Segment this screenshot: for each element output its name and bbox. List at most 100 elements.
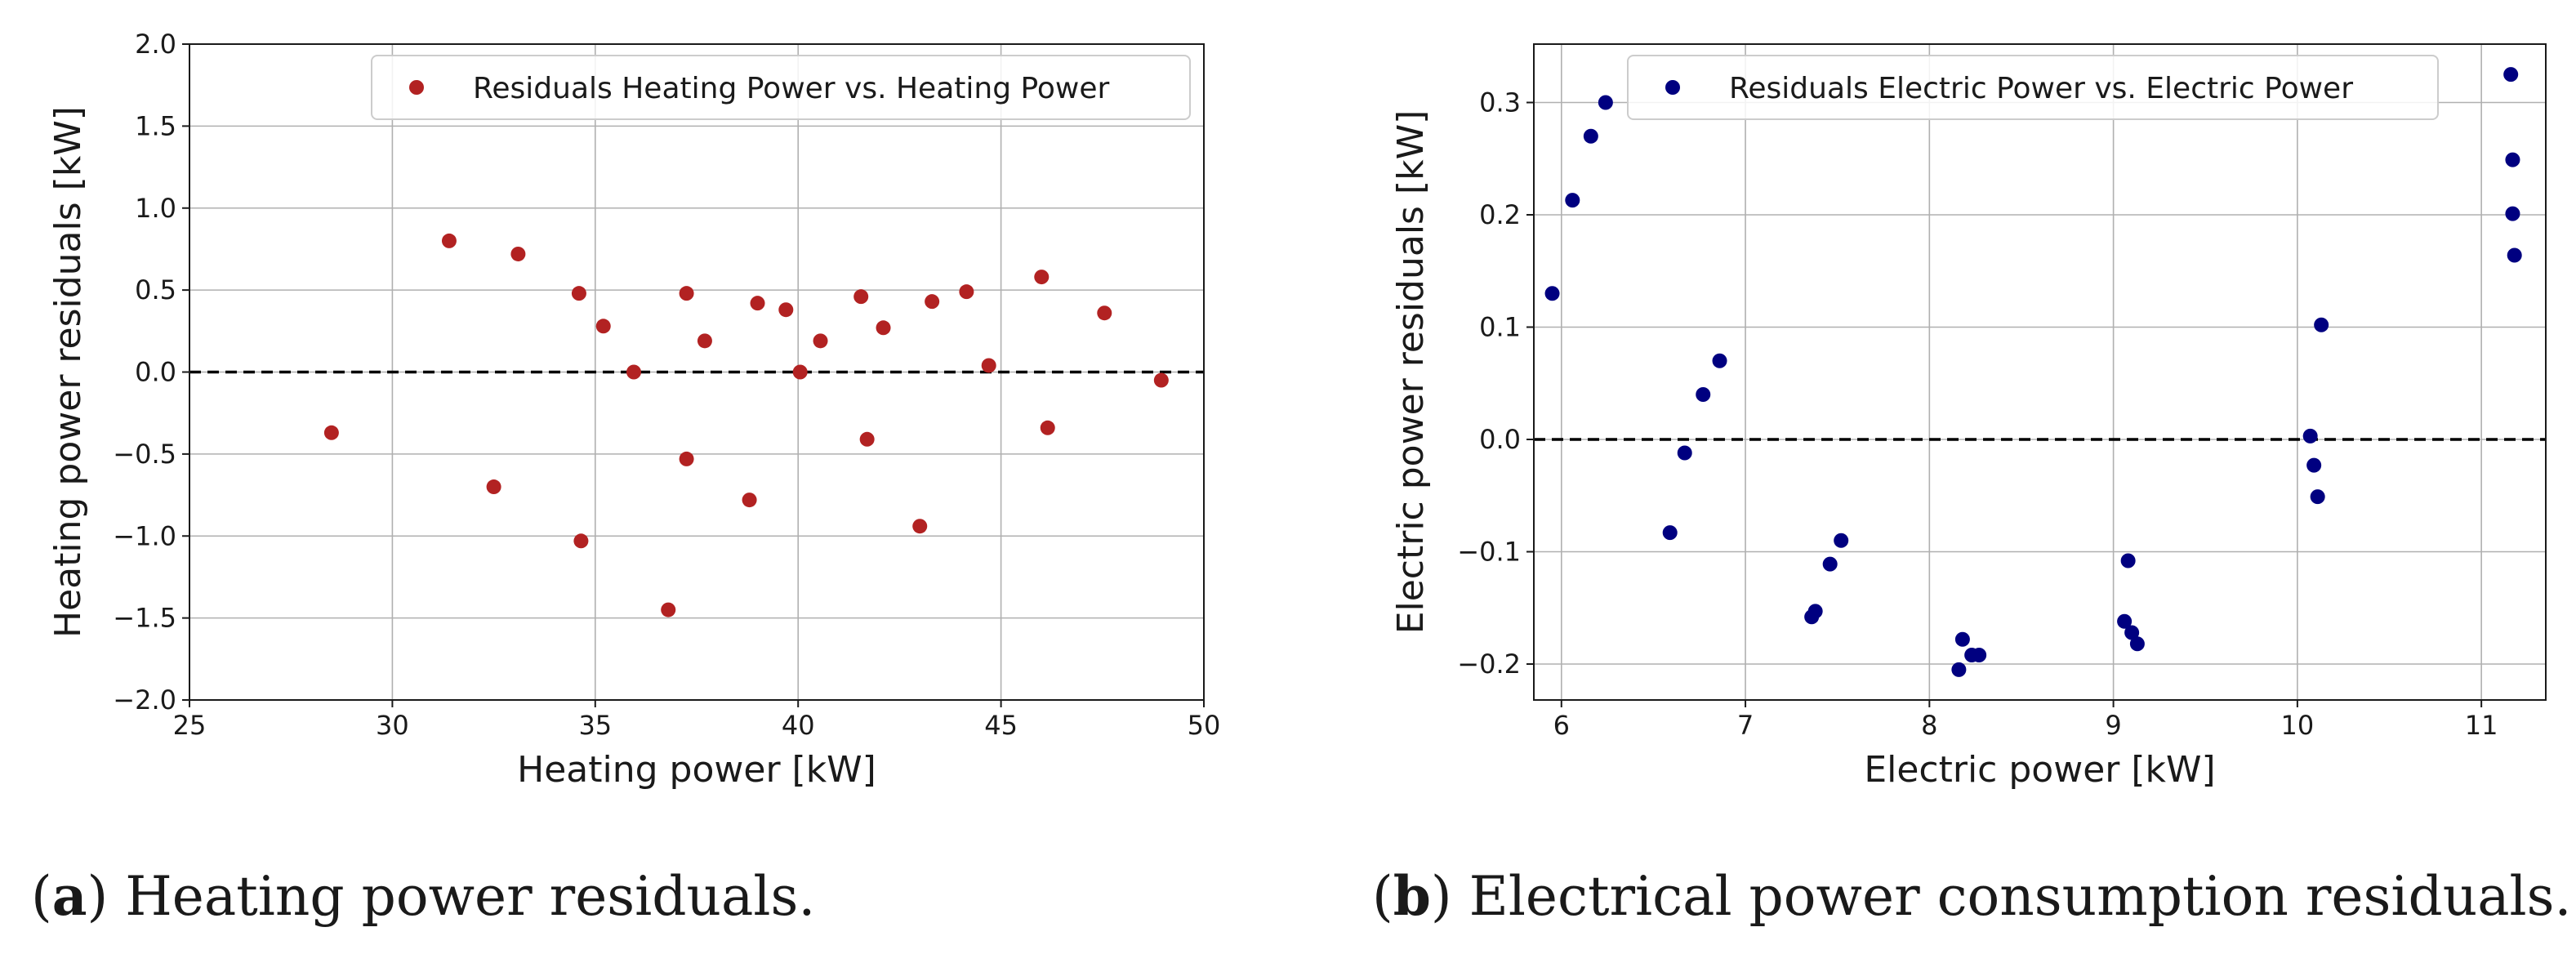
y-tick-label: −0.5 bbox=[113, 439, 176, 470]
data-point bbox=[2310, 489, 2325, 505]
y-tick-label: 1.0 bbox=[135, 193, 176, 224]
data-point bbox=[2120, 553, 2136, 568]
y-tick-label: −0.1 bbox=[1457, 537, 1521, 568]
figure: 25 30 35 40 45 50 −2.0 −1.5 −1.0 −0.5 0.0 0.5 1.0 1.5… bbox=[47, 29, 2547, 791]
data-point bbox=[1583, 128, 1598, 144]
y-tick-label: 0.2 bbox=[1479, 199, 1521, 230]
legend-marker bbox=[409, 80, 424, 95]
data-point bbox=[750, 296, 765, 311]
x-tick-label: 35 bbox=[578, 710, 612, 741]
y-tick-label: 2.0 bbox=[135, 29, 176, 60]
data-point bbox=[1565, 193, 1580, 208]
data-point bbox=[1972, 648, 1987, 662]
y-tick-label: 0.0 bbox=[135, 357, 176, 388]
y-axis-label: Electric power residuals [kW] bbox=[1390, 110, 1432, 635]
y-tick-label: −1.5 bbox=[113, 603, 176, 634]
caption-b-text: Electrical power consumption residuals. bbox=[1468, 865, 2572, 928]
data-point bbox=[1097, 305, 1112, 321]
y-tick-label: 0.3 bbox=[1479, 87, 1521, 118]
legend-label: Residuals Heating Power vs. Heating Powe… bbox=[473, 72, 1110, 105]
data-point bbox=[2124, 625, 2140, 640]
data-point bbox=[981, 358, 996, 373]
data-point bbox=[876, 320, 891, 336]
x-tick-label: 25 bbox=[173, 710, 207, 741]
data-point bbox=[1040, 420, 1055, 435]
data-point bbox=[1954, 631, 1970, 647]
data-point bbox=[1153, 372, 1169, 388]
data-point bbox=[912, 519, 928, 534]
x-tick-label: 40 bbox=[782, 710, 815, 741]
data-point bbox=[853, 289, 869, 305]
x-tick-label: 50 bbox=[1188, 710, 1221, 741]
data-point bbox=[486, 479, 501, 495]
data-point bbox=[959, 284, 974, 300]
data-point bbox=[1544, 286, 1560, 301]
data-point bbox=[626, 364, 641, 380]
data-point bbox=[925, 294, 940, 310]
x-tick-label: 11 bbox=[2465, 710, 2498, 741]
data-point bbox=[1662, 525, 1678, 541]
data-point bbox=[679, 286, 694, 301]
y-tick-label: −2.0 bbox=[113, 684, 176, 716]
x-axis-label: Heating power [kW] bbox=[517, 749, 876, 791]
y-tick-label: 0.0 bbox=[1479, 424, 1521, 455]
caption-b-label: b bbox=[1393, 864, 1431, 928]
data-point bbox=[1598, 95, 1613, 110]
panel-a-heating-residuals: 25 30 35 40 45 50 −2.0 −1.5 −1.0 −0.5 0.0 0.5 1.0 1.5… bbox=[47, 29, 1220, 791]
legend-marker bbox=[1665, 80, 1680, 95]
data-point bbox=[1677, 445, 1692, 461]
x-tick-label: 6 bbox=[1553, 710, 1570, 741]
panel-b-electric-residuals: 6 7 8 9 10 11 −0.2 −0.1 0.0 0.1 0.2 0.3 Electric pow… bbox=[1390, 43, 2547, 791]
data-point bbox=[2505, 152, 2520, 167]
data-point bbox=[1822, 556, 1838, 572]
data-point bbox=[813, 333, 828, 349]
x-tick-label: 30 bbox=[376, 710, 409, 741]
data-point bbox=[2503, 67, 2519, 82]
data-point bbox=[661, 602, 676, 617]
data-point bbox=[2507, 247, 2522, 263]
y-tick-label: −0.2 bbox=[1457, 649, 1521, 680]
legend-box bbox=[1627, 55, 2439, 120]
legend-label: Residuals Electric Power vs. Electric Po… bbox=[1729, 72, 2353, 105]
data-point bbox=[1834, 533, 1849, 548]
data-point bbox=[441, 233, 457, 248]
data-point bbox=[679, 451, 694, 466]
data-point bbox=[2306, 457, 2322, 473]
data-point bbox=[2314, 317, 2329, 332]
x-tick-label: 10 bbox=[2281, 710, 2315, 741]
data-point bbox=[1034, 270, 1050, 285]
data-point bbox=[510, 246, 526, 261]
x-tick-label: 8 bbox=[1921, 710, 1937, 741]
data-point bbox=[1696, 387, 1711, 402]
data-point bbox=[792, 364, 808, 380]
y-tick-label: 0.5 bbox=[135, 274, 176, 305]
x-axis-label: Electric power [kW] bbox=[1864, 749, 2215, 791]
data-point bbox=[859, 431, 875, 447]
caption-a: (a) Heating power residuals. bbox=[31, 864, 816, 928]
caption-b: (b) Electrical power consumption residua… bbox=[1372, 864, 2572, 928]
y-tick-label: 1.5 bbox=[135, 110, 176, 141]
data-point bbox=[1807, 604, 1823, 619]
y-tick-label: 0.1 bbox=[1479, 312, 1521, 343]
data-point bbox=[2129, 636, 2145, 652]
data-point bbox=[595, 319, 611, 334]
data-point bbox=[571, 286, 586, 301]
data-point bbox=[573, 533, 589, 549]
data-point bbox=[1951, 662, 1967, 677]
data-point bbox=[2505, 206, 2520, 221]
y-axis-label: Heating power residuals [kW] bbox=[47, 106, 89, 638]
data-point bbox=[323, 425, 339, 440]
x-tick-label: 7 bbox=[1737, 710, 1754, 741]
data-point bbox=[742, 493, 757, 508]
caption-a-text: Heating power residuals. bbox=[125, 865, 816, 928]
y-tick-label: −1.0 bbox=[113, 520, 176, 551]
x-tick-label: 45 bbox=[984, 710, 1018, 741]
legend-box bbox=[371, 55, 1191, 120]
data-point bbox=[2302, 428, 2318, 444]
data-point bbox=[2117, 613, 2133, 629]
data-point bbox=[1712, 353, 1727, 368]
plot-frame bbox=[1533, 43, 2547, 701]
data-point bbox=[697, 333, 712, 349]
caption-a-label: a bbox=[51, 864, 87, 928]
data-point bbox=[778, 302, 794, 318]
